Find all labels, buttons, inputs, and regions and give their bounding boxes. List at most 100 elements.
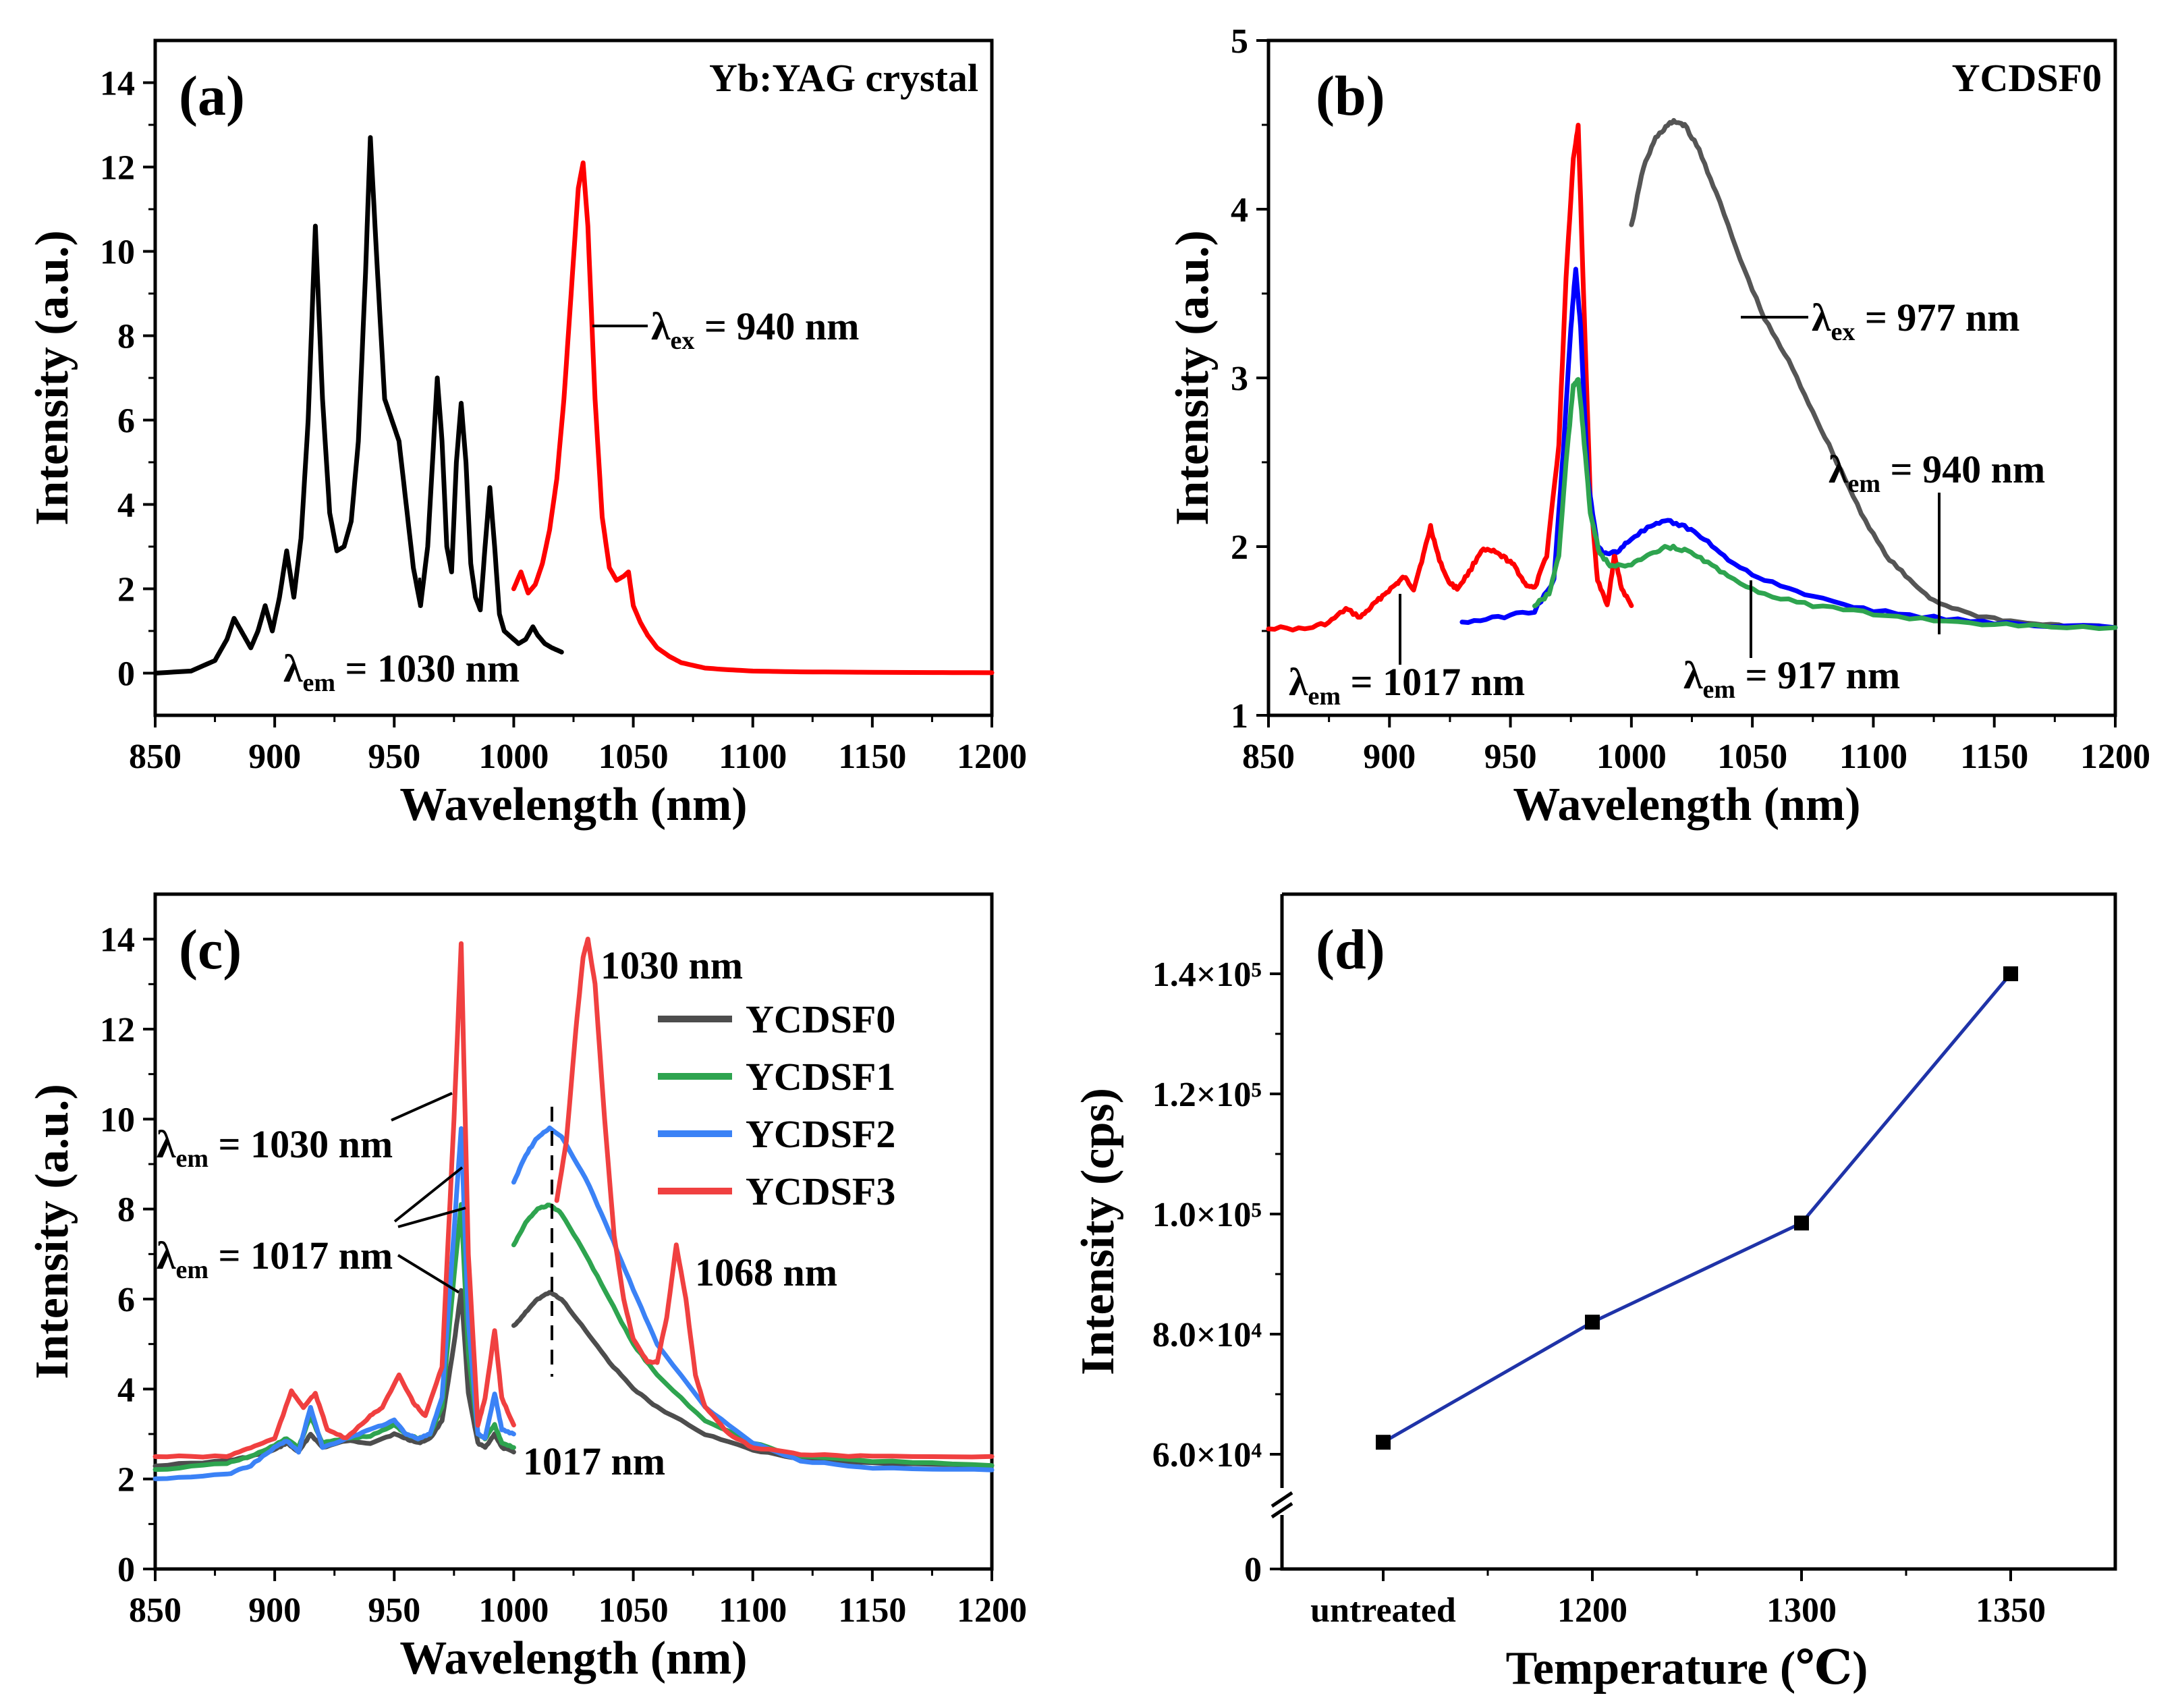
x-tick-label: 900 (248, 738, 301, 776)
axis-ticks: 850 900 950 1000 1050 1100 1150 1200 0 2 4 6 8 10 12 14 (100, 65, 1027, 777)
data-point-marker (1585, 1315, 1600, 1330)
axis-break-mark (1271, 1502, 1293, 1519)
x-tick-label: 1100 (719, 738, 787, 776)
y-tick-label: 14 (100, 65, 135, 103)
annotation-em-917: λem = 917 nm (1683, 653, 1900, 704)
x-tick-label: 850 (129, 738, 182, 776)
axis-ticks: 0 6.0×10⁴ 8.0×10⁴ 1.0×10⁵ 1.2×10⁵ 1.4×10⁵ untr… (1152, 956, 2046, 1630)
series-line-emission-ex-977-nm- (1629, 117, 2118, 630)
x-tick-label: 900 (1363, 738, 1416, 776)
y-tick-label: 8 (117, 1191, 135, 1230)
annotation-1068: 1068 nm (695, 1250, 837, 1294)
series-line-excitation-em-1017-nm- (1266, 122, 1634, 633)
series-line-emission-ex-917-nm- (1532, 377, 2118, 631)
x-tick-label: 1100 (719, 1591, 787, 1630)
y-tick-label: 1.2×10⁵ (1152, 1076, 1262, 1114)
series-line-ycdsf1 (511, 1203, 995, 1468)
x-tick-label: 1150 (838, 1591, 906, 1630)
data-point-marker (2003, 966, 2018, 981)
annotation-arrow (391, 1092, 453, 1122)
x-tick-label: 950 (368, 1591, 420, 1630)
series-line-intensity (1382, 972, 2012, 1444)
legend: YCDSF0 YCDSF1 YCDSF2 YCDSF3 (658, 997, 895, 1213)
annotation-1017: 1017 nm (523, 1439, 665, 1483)
data-series (152, 937, 995, 1481)
y-tick-label: 2 (117, 1461, 135, 1499)
annotation-em-1017: λem = 1017 nm (157, 1234, 393, 1284)
annotation-em-1017: λem = 1017 nm (1289, 660, 1525, 711)
x-tick-label: 1000 (478, 738, 549, 776)
y-axis-title: Intensity (a.u.) (1167, 230, 1219, 526)
y-tick-label: 10 (100, 1101, 135, 1139)
y-tick-label: 3 (1231, 360, 1248, 398)
annotation-em-940: λem = 940 nm (1829, 447, 2045, 498)
data-point-marker (1376, 1435, 1391, 1450)
y-axis-title: Intensity (a.u.) (26, 230, 78, 526)
annotation-ex: λex = 940 nm (651, 304, 860, 355)
x-axis-title: Temperature (℃) (1506, 1643, 1868, 1695)
y-tick-label: 1.0×10⁵ (1152, 1196, 1262, 1234)
panel-label: (b) (1316, 65, 1385, 128)
y-tick-label: 6.0×10⁴ (1152, 1436, 1262, 1475)
y-tick-label: 2 (117, 571, 135, 609)
y-tick-label: 1.4×10⁵ (1152, 956, 1262, 994)
y-tick-label: 12 (100, 1011, 135, 1049)
x-tick-label: 1200 (957, 1591, 1027, 1630)
y-tick-label: 8.0×10⁴ (1152, 1316, 1262, 1354)
annotation-arrow (397, 1254, 460, 1294)
y-tick-label: 10 (100, 233, 135, 272)
annotation-em: λem = 1030 nm (283, 646, 520, 697)
series-line-ycdsf2 (152, 1126, 516, 1481)
annotation-arrow (397, 1207, 466, 1228)
series-line-emission-ex-940-nm- (1459, 267, 2118, 630)
x-tick-label: 950 (368, 738, 420, 776)
y-tick-label: 6 (117, 1281, 135, 1319)
x-tick-label: 1150 (838, 738, 906, 776)
y-tick-label: 4 (1231, 191, 1248, 229)
series-line-emission-ex-940-nm- (511, 160, 995, 676)
x-tick-label: 900 (248, 1591, 301, 1630)
x-tick-label: 1200 (2080, 738, 2150, 776)
x-tick-label: 1150 (1960, 738, 2028, 776)
x-tick-label: 1300 (1766, 1591, 1837, 1630)
chart-title: Yb:YAG crystal (709, 56, 978, 100)
y-axis-title: Intensity (a.u.) (26, 1084, 78, 1379)
annotation-arrow (393, 1166, 464, 1223)
x-tick-label: 1050 (1717, 738, 1787, 776)
panel-label: (d) (1316, 918, 1385, 981)
y-tick-label: 0 (117, 1551, 135, 1589)
x-tick-label: 1100 (1839, 738, 1907, 776)
x-tick-label: 850 (1242, 738, 1295, 776)
legend-label: YCDSF3 (746, 1169, 895, 1213)
x-tick-label: 1200 (1557, 1591, 1627, 1630)
legend-label: YCDSF1 (746, 1055, 895, 1099)
panel-label: (c) (179, 918, 242, 981)
panel-c: 850 900 950 1000 1050 1100 1150 1200 0 2 4 6 8 10 12 14… (26, 892, 1027, 1684)
x-axis-title: Wavelength (nm) (399, 1632, 747, 1684)
y-tick-label: 5 (1231, 22, 1248, 61)
data-point-marker (1794, 1215, 1809, 1231)
axis-ticks: 850 900 950 1000 1050 1100 1150 1200 0 2 4 6 8 10 12 14 (100, 921, 1027, 1630)
panel-a: 850 900 950 1000 1050 1100 1150 1200 0 2 4 6 8 10 12 14… (26, 38, 1027, 831)
x-tick-label: 1000 (478, 1591, 549, 1630)
y-tick-label: 0 (117, 655, 135, 694)
chart-title: YCDSF0 (1952, 56, 2102, 100)
series-line-ycdsf3 (152, 941, 516, 1460)
x-tick-label: 950 (1484, 738, 1537, 776)
y-tick-label: 1 (1231, 697, 1248, 736)
plot-frame (1280, 892, 2117, 1571)
y-tick-label: 14 (100, 921, 135, 960)
data-series (152, 135, 995, 676)
y-tick-label: 12 (100, 149, 135, 188)
x-axis-title: Wavelength (nm) (399, 779, 747, 831)
series-line-ycdsf2 (511, 1125, 995, 1472)
annotation-ex: λex = 977 nm (1812, 296, 2020, 346)
x-tick-label: 1200 (957, 738, 1027, 776)
panel-b: 850 900 950 1000 1050 1100 1150 1200 1 2 3 4 5 (b) Y… (1167, 22, 2150, 831)
y-tick-label: 8 (117, 318, 135, 356)
axis-ticks: 850 900 950 1000 1050 1100 1150 1200 1 2 3 4 5 (1231, 22, 2150, 776)
x-tick-label: 1050 (598, 738, 669, 776)
y-tick-label: 4 (117, 487, 135, 525)
x-tick-label: 1050 (598, 1591, 669, 1630)
